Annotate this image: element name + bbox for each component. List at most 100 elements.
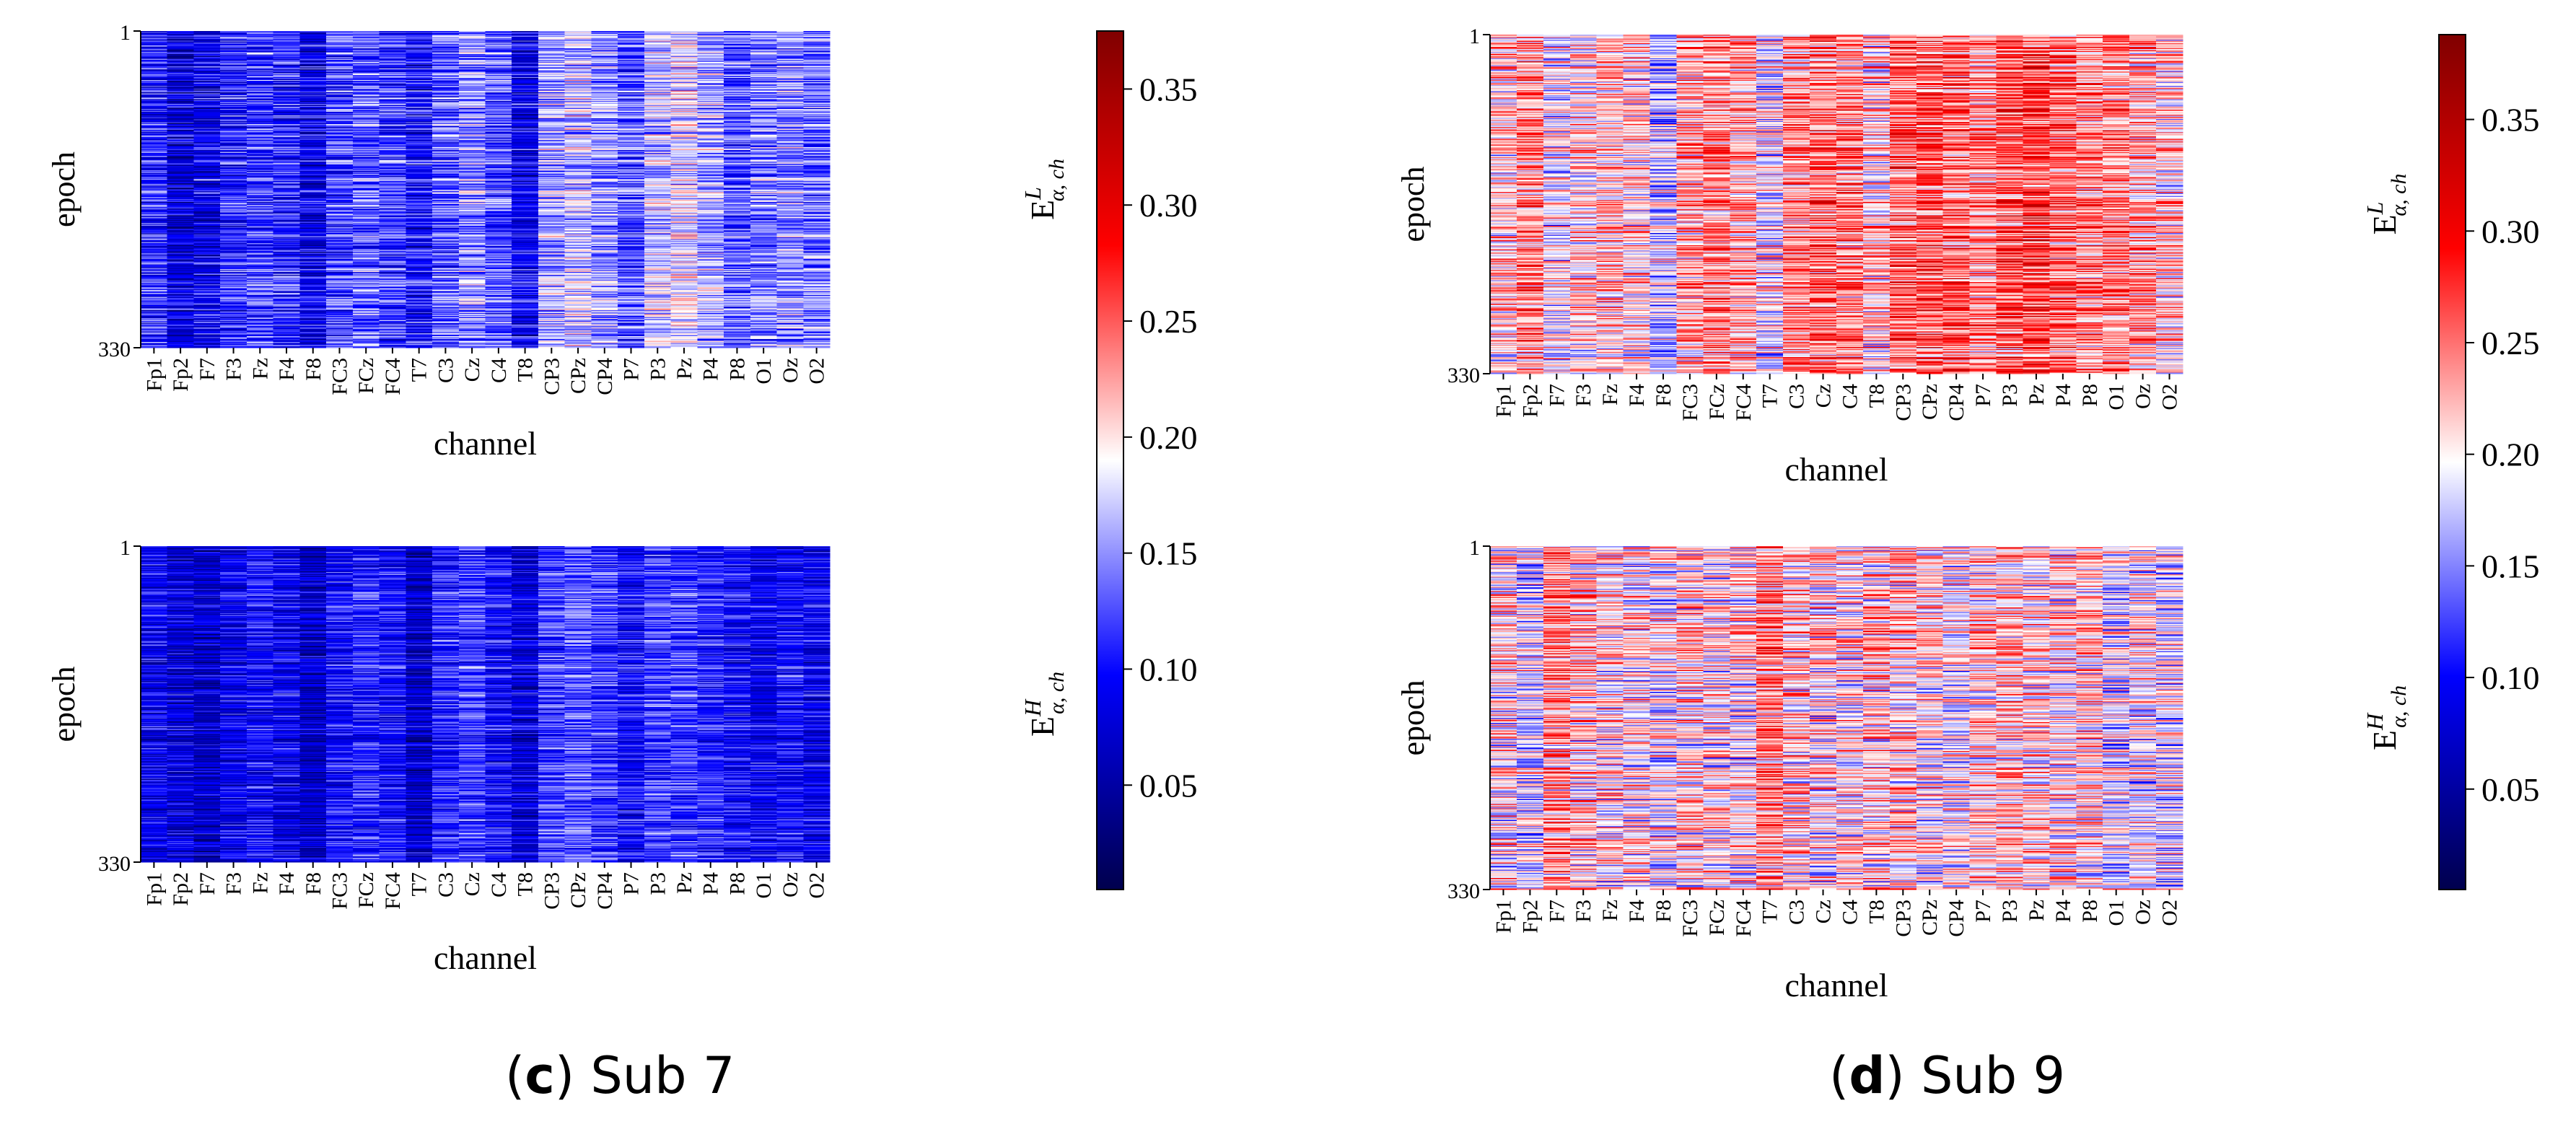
colorbar-tick-label: 0.30	[2481, 213, 2540, 250]
colorbar-tick-label: 0.05	[1139, 767, 1198, 804]
colorbar-tick-label: 0.10	[1139, 651, 1198, 688]
heatmap-column-P4	[2049, 35, 2077, 374]
colorbar-gradient	[2438, 34, 2466, 890]
heatmap-column-C3	[432, 546, 460, 863]
x-tick-label-Fp1: Fp1	[142, 872, 166, 906]
heatmap-column-FC3	[326, 546, 354, 863]
x-tick-label-FCz: FCz	[1705, 900, 1729, 936]
x-tick-label-O1: O1	[752, 358, 776, 385]
heatmap-column-Fp2	[167, 546, 195, 863]
x-tick-label-P7: P7	[620, 358, 644, 381]
colorbar-label-low: ELα, ch	[1020, 159, 1069, 220]
heatmap-column-F4	[1623, 546, 1651, 890]
heatmap-column-FC3	[1676, 35, 1704, 374]
heatmap-column-P4	[697, 546, 724, 863]
heatmap-column-F4	[273, 31, 300, 348]
label-base: E	[1024, 716, 1061, 737]
colorbar-label-high: EHα, ch	[1020, 672, 1069, 737]
heatmap-column-Cz	[458, 31, 486, 348]
y-tick-label-first: 1	[1469, 25, 1480, 48]
x-tick-label-Oz: Oz	[779, 872, 802, 897]
x-tick-label-Cz: Cz	[1812, 900, 1836, 923]
x-tick-label-Oz: Oz	[2132, 900, 2155, 925]
label-sub: α, ch	[1045, 159, 1069, 201]
heatmap-column-F7	[193, 546, 221, 863]
caption-d: (d) Sub 9	[1829, 1046, 2065, 1105]
x-tick-label-Cz: Cz	[1812, 384, 1836, 408]
heatmap-column-T7	[1756, 546, 1784, 890]
heatmap-column-Fp2	[167, 31, 195, 348]
heatmap-column-Oz	[776, 546, 804, 863]
heatmap-column-FC4	[1730, 546, 1757, 890]
x-axis-label: channel	[1784, 967, 1888, 1004]
heatmap-column-P7	[618, 31, 645, 348]
heatmap-column-P7	[1969, 546, 1997, 890]
x-tick-label-P8: P8	[725, 872, 749, 895]
x-tick-label-FC4: FC4	[381, 872, 405, 910]
x-tick-label-P4: P4	[2051, 900, 2075, 923]
heatmap-column-Pz	[2023, 35, 2050, 374]
x-tick-label-F4: F4	[275, 358, 299, 381]
y-tick-label-first: 1	[120, 21, 131, 45]
heatmap-c-low: 1 330 epoch Fp1 Fp2 F7 F3 Fz F4 F8 FC3 FCz FC4 T7 C3 Cz…	[46, 21, 1069, 462]
x-tick-label-CP3: CP3	[1891, 384, 1915, 421]
heatmap-column-P8	[2076, 35, 2103, 374]
x-tick-label-FC3: FC3	[328, 872, 351, 910]
x-tick-label-CP4: CP4	[593, 358, 617, 395]
x-tick-label-Fp2: Fp2	[1518, 384, 1542, 418]
y-axis-label: epoch	[46, 666, 82, 742]
heatmap-column-O1	[2103, 546, 2130, 890]
heatmap-column-Pz	[670, 546, 698, 863]
x-tick-label-F8: F8	[302, 872, 325, 895]
x-tick-label-T8: T8	[1865, 900, 1888, 923]
heatmap-column-F4	[273, 546, 300, 863]
colorbar-tick-label: 0.25	[1139, 303, 1198, 340]
heatmap-column-C3	[432, 31, 460, 348]
x-tick-label-T8: T8	[514, 872, 538, 896]
x-tick-label-FC4: FC4	[381, 358, 405, 395]
x-tick-label-Oz: Oz	[779, 358, 802, 383]
heatmap-column-F7	[193, 31, 221, 348]
colorbar-gradient	[1096, 30, 1124, 890]
x-tick-label-Pz: Pz	[673, 358, 696, 379]
x-tick-label-P7: P7	[620, 872, 644, 895]
x-tick-label-F8: F8	[1652, 384, 1675, 407]
x-tick-label-Fp1: Fp1	[1491, 900, 1515, 934]
heatmap-column-Oz	[776, 31, 804, 348]
heatmap-column-Fp1	[141, 31, 168, 348]
heatmap-column-T7	[1756, 35, 1784, 374]
heatmap-column-P8	[724, 546, 751, 863]
heatmap-column-Pz	[670, 31, 698, 348]
heatmap-column-F3	[220, 31, 247, 348]
x-tick-label-C4: C4	[1838, 900, 1862, 925]
heatmap-column-F4	[1623, 35, 1651, 374]
y-tick-label-last: 330	[98, 852, 131, 876]
heatmap-column-FCz	[1703, 546, 1730, 890]
x-tick-label-F8: F8	[302, 358, 325, 381]
y-axis-label: epoch	[1396, 166, 1431, 242]
x-tick-label-F4: F4	[1625, 384, 1649, 407]
heatmap-column-FC3	[326, 31, 354, 348]
x-tick-label-C4: C4	[487, 358, 511, 383]
x-tick-label-C3: C3	[434, 872, 457, 897]
y-tick-label-first: 1	[1469, 536, 1480, 560]
heatmap-column-P4	[2049, 546, 2077, 890]
heatmap-column-T7	[406, 31, 433, 348]
y-axis-label: epoch	[1396, 680, 1431, 755]
y-tick-label-last: 330	[98, 338, 131, 361]
heatmap-column-CP3	[538, 546, 566, 863]
heatmap-column-P3	[1996, 546, 2024, 890]
heatmap-column-CP3	[1889, 546, 1917, 890]
x-tick-label-FC3: FC3	[1678, 384, 1702, 421]
x-tick-label-FC4: FC4	[1732, 900, 1756, 937]
label-sup: H	[1020, 698, 1046, 717]
x-tick-label-Fz: Fz	[1598, 900, 1622, 921]
heatmap-column-FC3	[1676, 546, 1704, 890]
heatmap-column-CPz	[564, 546, 592, 863]
x-axis-label: channel	[1784, 451, 1888, 488]
heatmap-column-T8	[512, 31, 539, 348]
heatmap-column-P8	[724, 31, 751, 348]
x-tick-label-CPz: CPz	[566, 358, 590, 394]
heatmap-column-C3	[1783, 35, 1810, 374]
